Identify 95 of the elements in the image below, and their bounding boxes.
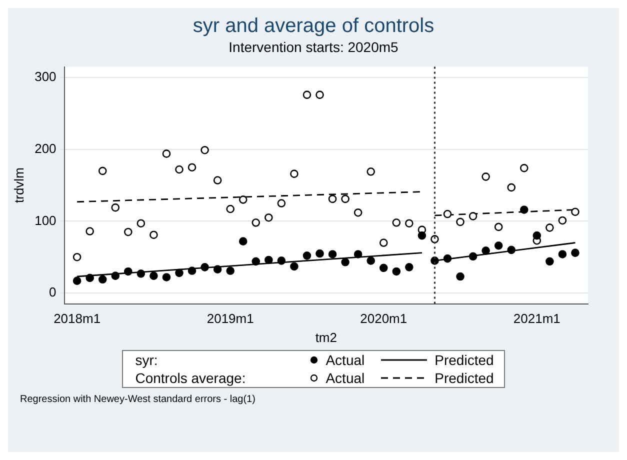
point (98, 166, 107, 176)
point (264, 256, 273, 264)
point (290, 170, 298, 178)
point (494, 241, 503, 250)
point (302, 90, 312, 99)
point (316, 249, 324, 258)
point (571, 208, 580, 216)
point (366, 168, 375, 176)
point (72, 276, 82, 285)
point (188, 266, 196, 275)
y-tick-label: 200 (34, 140, 56, 156)
point (111, 203, 120, 212)
point (520, 206, 528, 214)
point (494, 222, 503, 232)
point (558, 216, 567, 225)
point (111, 272, 120, 280)
point (405, 263, 414, 272)
point (188, 163, 196, 172)
y-tick-label: 100 (34, 212, 56, 228)
point (482, 172, 490, 181)
point (162, 273, 171, 282)
chart-title: syr and average of controls (192, 14, 436, 38)
point (405, 219, 414, 228)
point (72, 252, 82, 262)
point (136, 269, 146, 278)
point (392, 267, 401, 276)
point (124, 228, 132, 236)
point (546, 257, 554, 266)
point (162, 150, 171, 158)
point (213, 176, 222, 184)
legend-label: Predicted (434, 370, 494, 386)
x-axis-title: tm2 (315, 330, 337, 345)
point (252, 257, 260, 266)
point (379, 264, 388, 272)
point (456, 272, 464, 281)
point (226, 266, 234, 275)
point (200, 146, 209, 154)
x-tick-label: 2019m1 (206, 311, 254, 326)
text: Controls average: (134, 369, 247, 388)
point (558, 250, 567, 258)
point (520, 164, 528, 172)
point (379, 238, 388, 247)
point (328, 194, 337, 204)
x-tick-label: 2020m1 (360, 311, 408, 326)
point (507, 183, 516, 192)
point (532, 231, 542, 240)
point (418, 231, 426, 240)
point (443, 254, 452, 263)
text: syr: (134, 351, 159, 369)
legend-label: Predicted (434, 352, 494, 368)
point (238, 196, 248, 204)
point (392, 218, 401, 227)
point (290, 262, 298, 271)
y-tick-label: 300 (34, 69, 56, 84)
point (328, 250, 337, 258)
point (316, 90, 324, 99)
point (150, 230, 158, 240)
point (468, 212, 478, 220)
chart-subtitle: Intervention starts: 2020m5 (228, 38, 400, 56)
point (86, 227, 94, 236)
point (175, 165, 184, 174)
point (571, 248, 580, 257)
point (98, 275, 107, 284)
point (546, 224, 554, 232)
y-tick-label: 0 (49, 284, 56, 300)
x-tick-label: 2018m1 (54, 311, 101, 326)
point (86, 274, 94, 282)
point (150, 272, 158, 280)
point (341, 258, 350, 266)
point (226, 204, 234, 214)
point (175, 268, 184, 278)
point (456, 218, 464, 226)
point (443, 210, 452, 218)
point (264, 213, 273, 222)
point (354, 250, 362, 258)
point (366, 256, 375, 265)
point (136, 219, 146, 228)
legend-label: Actual (324, 352, 365, 368)
x-tick-label: 2021m1 (513, 311, 560, 326)
point (302, 252, 312, 260)
legend-label: Actual (324, 370, 365, 386)
point (507, 246, 516, 254)
point (468, 252, 478, 261)
point (200, 263, 209, 272)
point (213, 265, 222, 274)
point (124, 267, 132, 276)
text: Regression with Newey-West standard errors - lag(1) (20, 394, 256, 405)
point (277, 199, 286, 208)
point (252, 218, 260, 227)
point (277, 256, 286, 265)
point (341, 194, 350, 204)
point (482, 246, 490, 255)
point (354, 208, 362, 217)
y-axis-title: trdvlm (11, 168, 26, 203)
point (238, 237, 248, 246)
